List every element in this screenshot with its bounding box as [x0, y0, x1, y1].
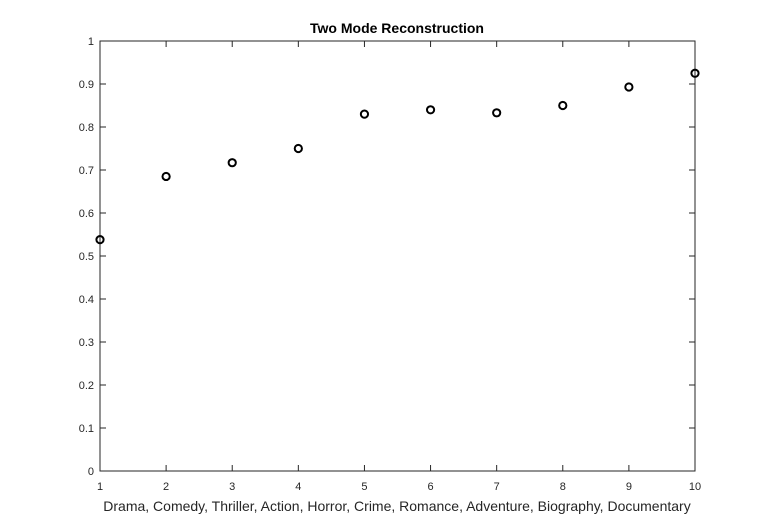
data-point	[558, 100, 568, 111]
y-tick-label: 0.7	[79, 165, 94, 177]
data-point	[425, 105, 436, 115]
x-axis-label: Drama, Comedy, Thriller, Action, Horror,…	[103, 498, 690, 514]
x-tick-label: 9	[626, 481, 632, 493]
axes-box	[99, 40, 696, 472]
y-tick-label: 0.4	[79, 294, 94, 306]
data-point	[690, 68, 700, 78]
data-point	[95, 235, 105, 245]
chart-title: Two Mode Reconstruction	[310, 20, 484, 36]
data-point	[161, 171, 171, 182]
x-tick-label: 8	[560, 481, 566, 493]
y-tick-label: 0.2	[79, 380, 94, 392]
y-tick-label: 0.6	[79, 208, 94, 220]
data-point	[227, 158, 237, 168]
x-tick-label: 2	[163, 481, 169, 493]
y-tick-label: 0.8	[79, 122, 94, 134]
data-point	[624, 82, 634, 92]
data-point	[293, 143, 303, 154]
y-tick-label: 0.3	[79, 337, 94, 349]
x-tick-label: 1	[97, 481, 103, 493]
x-tick-label: 7	[494, 481, 500, 493]
y-tick-label: 0	[88, 466, 94, 478]
x-tick-label: 5	[361, 481, 367, 493]
x-tick-label: 3	[229, 481, 235, 493]
x-tick-label: 6	[427, 481, 433, 493]
data-point	[359, 109, 370, 119]
data-point	[492, 108, 502, 118]
y-tick-label: 0.9	[79, 79, 94, 91]
plot-area: 1 2 3 4 5 6 7 8 9 10 0 0.1 0.2 0.3 0.4 0.5 0.6 0.7 0.8 0.9 1	[79, 36, 701, 493]
x-tick-label: 10	[689, 481, 701, 493]
y-tick-label: 1	[88, 36, 94, 48]
x-tick-label: 4	[295, 481, 301, 493]
y-tick-label: 0.1	[79, 423, 94, 435]
y-tick-label: 0.5	[79, 251, 94, 263]
